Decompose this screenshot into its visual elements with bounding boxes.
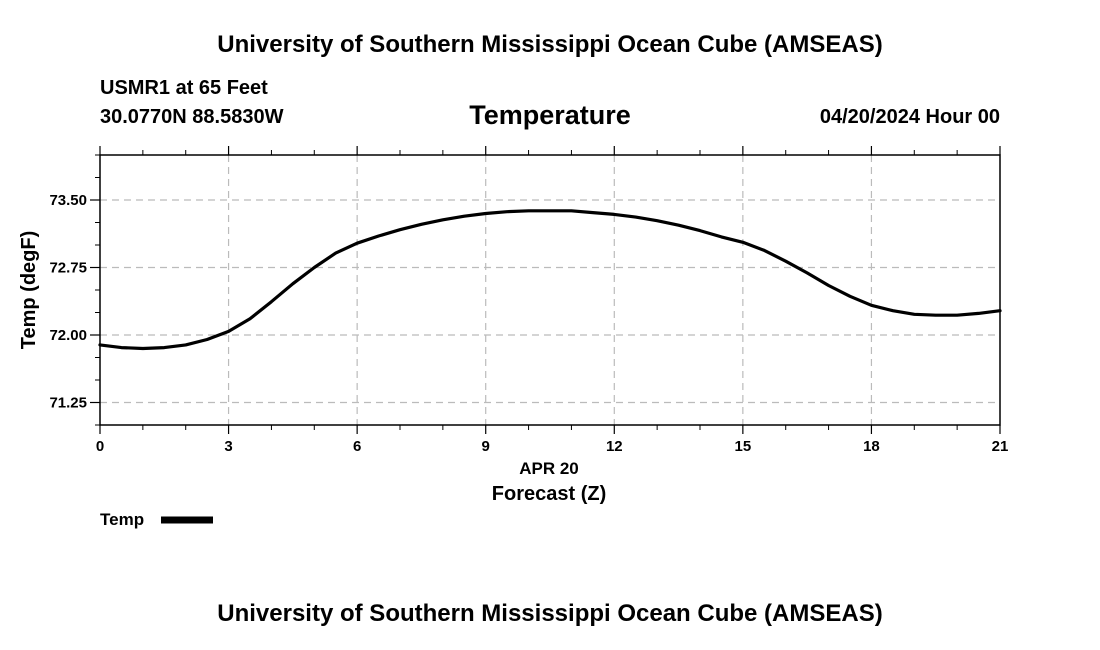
x-tick-label: 18 [863, 438, 880, 455]
y-tick-label: 72.00 [49, 327, 87, 344]
x-tick-label: 6 [353, 438, 361, 455]
station-label: USMR1 at 65 Feet [100, 77, 268, 99]
x-axis-date-label: APR 20 [519, 459, 579, 478]
x-tick-label: 15 [735, 438, 752, 455]
chart-title: University of Southern Mississippi Ocean… [217, 31, 883, 58]
series [98, 209, 1002, 351]
y-tick-label: 72.75 [49, 260, 87, 277]
x-tick-label: 9 [482, 438, 490, 455]
x-axis-title: Forecast (Z) [492, 483, 606, 505]
axis-ticks [90, 146, 1001, 434]
temp-series-line [98, 209, 1002, 351]
x-tick-label: 3 [224, 438, 232, 455]
tick-labels: 0 3 6 9 12 15 18 21 71.25 72.00 72.75 73.50 [49, 192, 1008, 455]
legend-label: Temp [100, 510, 144, 529]
plot-frame [99, 154, 1001, 426]
footer-title: University of Southern Mississippi Ocean… [217, 600, 883, 627]
grid [100, 155, 1000, 425]
variable-title: Temperature [469, 100, 631, 130]
y-axis-title: Temp (degF) [18, 231, 40, 350]
forecast-datetime: 04/20/2024 Hour 00 [819, 106, 1000, 128]
x-tick-label: 21 [992, 438, 1009, 455]
y-tick-label: 71.25 [49, 395, 87, 412]
station-coordinates: 30.0770N 88.5830W [100, 106, 284, 128]
x-tick-label: 0 [96, 438, 104, 455]
y-tick-label: 73.50 [49, 192, 87, 209]
x-tick-label: 12 [606, 438, 623, 455]
